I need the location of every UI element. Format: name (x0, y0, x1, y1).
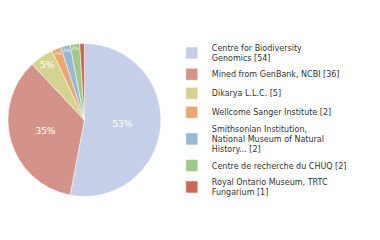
svg-text:2%: 2% (72, 46, 80, 51)
svg-text:Centre de recherche du CHUQ [2: Centre de recherche du CHUQ [2] (212, 162, 347, 171)
svg-text:Royal Ontario Museum, TRTCFung: Royal Ontario Museum, TRTCFungarium [1] (212, 178, 328, 197)
svg-text:Centre for BiodiversityGenomic: Centre for BiodiversityGenomics [54] (212, 44, 302, 63)
svg-text:53%: 53% (112, 119, 132, 129)
svg-text:Mined from GenBank, NCBI [36]: Mined from GenBank, NCBI [36] (212, 70, 340, 79)
svg-text:5%: 5% (40, 60, 55, 70)
svg-text:2%: 2% (63, 48, 71, 53)
svg-text:Dikarya L.L.C. [5]: Dikarya L.L.C. [5] (212, 89, 281, 98)
svg-text:2%: 2% (54, 51, 62, 56)
svg-text:Wellcome Sanger Institute [2]: Wellcome Sanger Institute [2] (212, 108, 331, 117)
svg-text:Smithsonian Institution,Nation: Smithsonian Institution,National Museum … (212, 125, 324, 155)
svg-text:35%: 35% (35, 126, 55, 136)
